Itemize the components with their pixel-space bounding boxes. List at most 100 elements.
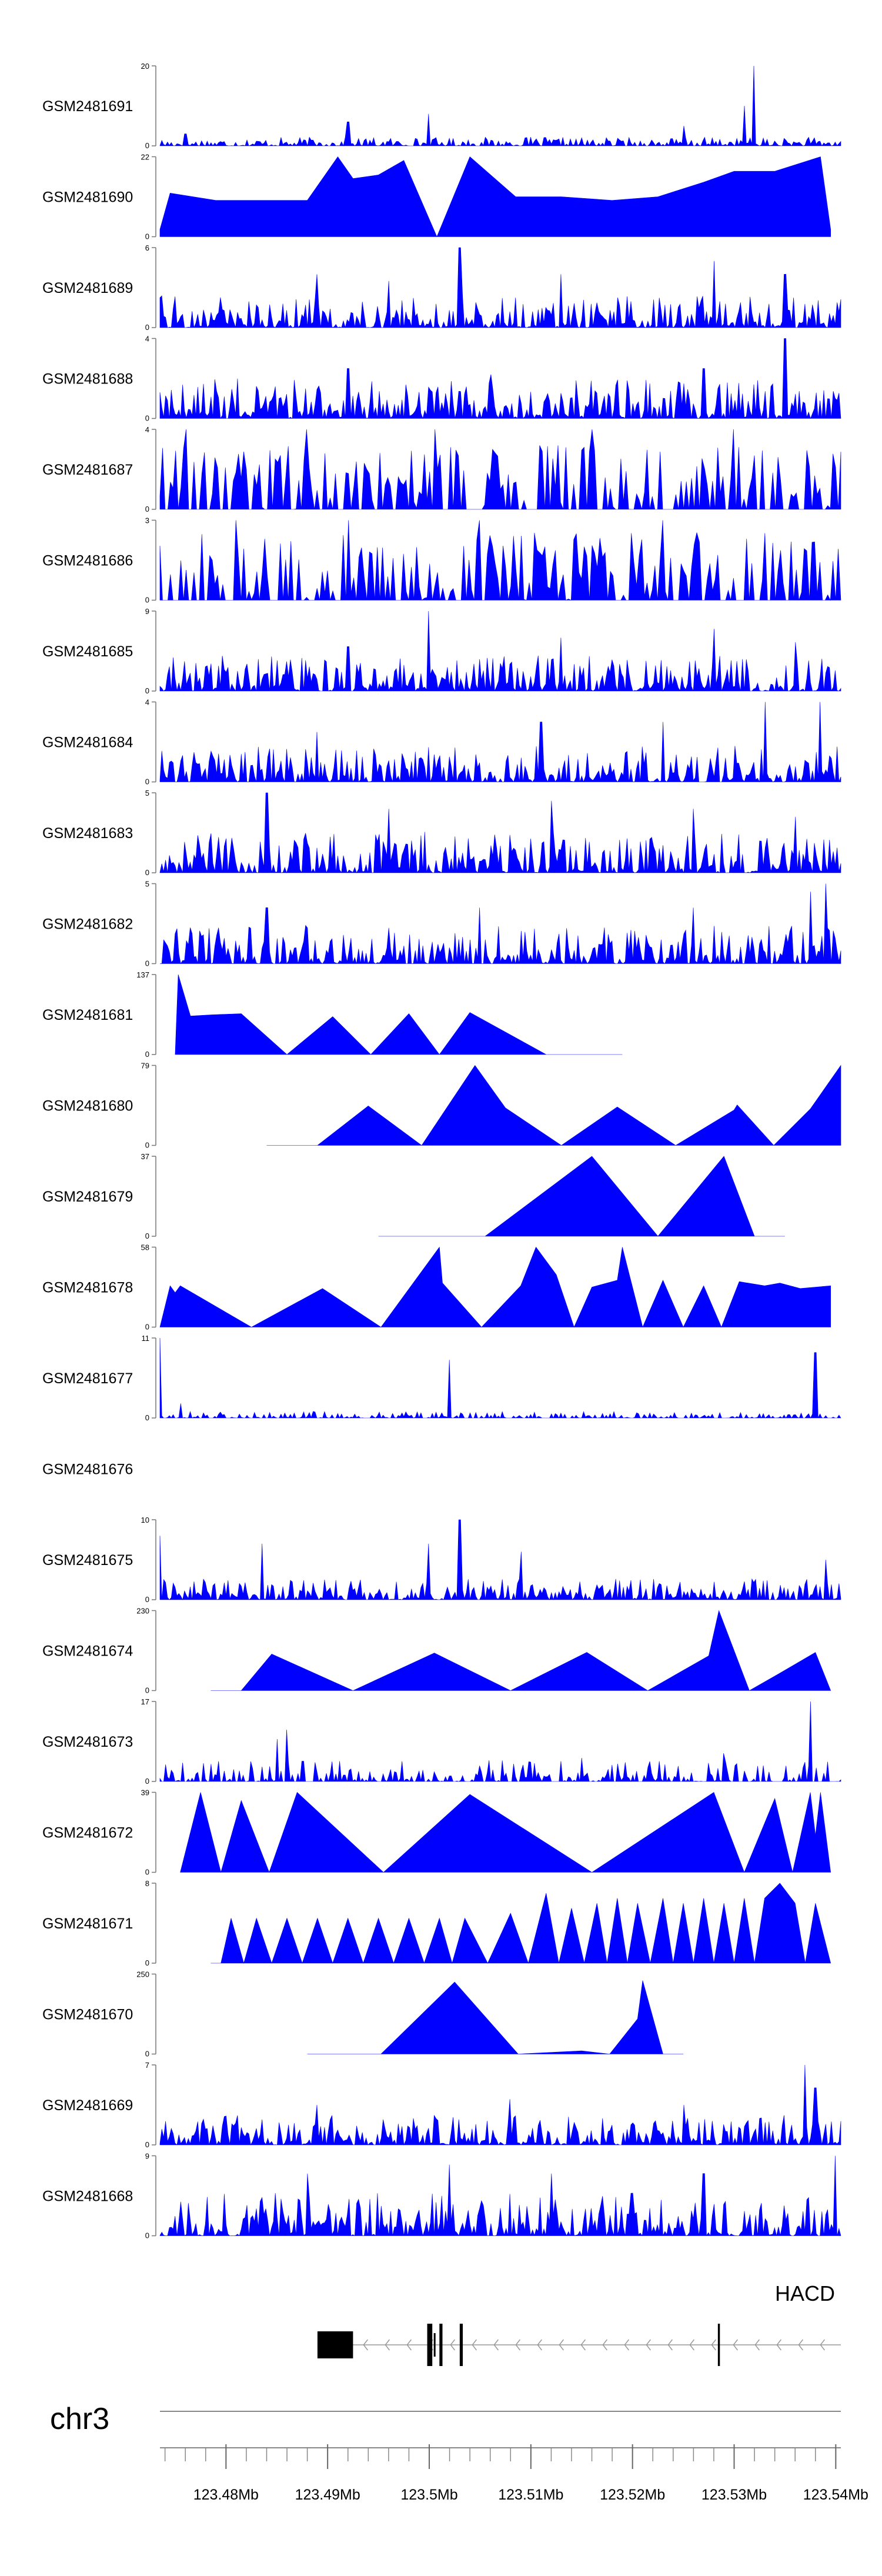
strand-arrow [406, 2339, 412, 2351]
track-GSM2481679: GSM2481679 0 37 [42, 1152, 785, 1240]
gene-name-label: HACD [775, 2281, 835, 2305]
exon [427, 2324, 433, 2366]
x-tick-label: 123.49Mb [295, 2487, 360, 2503]
track-label: GSM2481672 [42, 1825, 133, 1841]
y-tick-label-max: 58 [141, 1243, 149, 1252]
track-GSM2481668: GSM2481668 0 9 [42, 2152, 841, 2240]
track-label: GSM2481686 [42, 553, 133, 569]
coverage-area [211, 1610, 831, 1691]
x-tick-label: 123.48Mb [193, 2487, 259, 2503]
coverage-area [378, 1156, 785, 1237]
y-tick-label-min: 0 [145, 1958, 149, 1967]
track-label: GSM2481690 [42, 189, 133, 206]
y-tick-label-max: 4 [145, 698, 149, 707]
track-label: GSM2481679 [42, 1189, 133, 1205]
y-tick-label-min: 0 [145, 959, 149, 968]
y-tick-label-min: 0 [145, 1413, 149, 1422]
y-tick-label-min: 0 [145, 778, 149, 786]
y-tick-label-min: 0 [145, 1050, 149, 1059]
y-tick-label-min: 0 [145, 868, 149, 877]
y-tick-label-max: 79 [141, 1062, 149, 1070]
y-tick-label-max: 20 [141, 62, 149, 71]
track-label: GSM2481674 [42, 1643, 133, 1660]
coverage-area [307, 1980, 684, 2054]
track-GSM2481689: GSM2481689 0 6 [42, 243, 841, 332]
y-tick-label-min: 0 [145, 1595, 149, 1604]
y-tick-label-max: 39 [141, 1788, 149, 1797]
track-GSM2481671: GSM2481671 0 8 [42, 1879, 831, 1967]
coverage-area [159, 338, 841, 419]
track-label: GSM2481683 [42, 825, 133, 842]
x-tick-label: 123.52Mb [600, 2487, 665, 2503]
track-GSM2481670: GSM2481670 0 250 [42, 1970, 684, 2058]
y-tick-label-min: 0 [145, 1777, 149, 1786]
strand-arrow [537, 2339, 542, 2351]
y-tick-label-min: 0 [145, 414, 149, 423]
y-tick-label-max: 137 [136, 970, 149, 979]
strand-arrow [559, 2339, 564, 2351]
strand-arrow [472, 2339, 477, 2351]
y-tick-label-min: 0 [145, 1868, 149, 1877]
strand-arrow [602, 2339, 607, 2351]
y-tick-label-min: 0 [145, 141, 149, 150]
strand-arrow [711, 2339, 716, 2351]
y-tick-label-min: 0 [145, 505, 149, 513]
y-tick-label-max: 22 [141, 153, 149, 162]
coverage-area [175, 974, 623, 1055]
coverage-area [159, 1519, 841, 1600]
track-GSM2481686: GSM2481686 0 3 [42, 516, 841, 605]
track-label: GSM2481669 [42, 2097, 133, 2114]
y-tick-label-min: 0 [145, 1232, 149, 1240]
track-GSM2481685: GSM2481685 0 9 [42, 607, 841, 695]
track-GSM2481674: GSM2481674 0 230 [42, 1607, 831, 1695]
y-tick-label-max: 37 [141, 1152, 149, 1161]
track-label: GSM2481680 [42, 1098, 133, 1115]
coverage-area [159, 2155, 841, 2237]
strand-arrow [820, 2339, 825, 2351]
y-tick-label-min: 0 [145, 2231, 149, 2240]
track-GSM2481688: GSM2481688 0 4 [42, 335, 841, 423]
track-label: GSM2481668 [42, 2188, 133, 2205]
strand-arrow [385, 2339, 390, 2351]
y-tick-label-max: 5 [145, 880, 149, 889]
x-tick-label: 123.53Mb [701, 2487, 767, 2503]
exon [317, 2331, 353, 2358]
track-label: GSM2481673 [42, 1734, 133, 1750]
coverage-area [159, 520, 841, 601]
strand-arrow [493, 2339, 499, 2351]
exon [717, 2324, 720, 2366]
track-GSM2481672: GSM2481672 0 39 [42, 1788, 831, 1877]
track-label: GSM2481688 [42, 371, 133, 388]
coverage-area [159, 429, 841, 510]
strand-arrow [580, 2339, 586, 2351]
track-label: GSM2481675 [42, 1552, 133, 1569]
y-tick-label-max: 8 [145, 1879, 149, 1888]
genome-axis: chr3 123.48Mb 123.49Mb 123.5Mb 123.51Mb 123.… [50, 2402, 868, 2503]
track-GSM2481673: GSM2481673 0 17 [42, 1697, 841, 1786]
y-tick-label-max: 17 [141, 1697, 149, 1706]
y-tick-label-max: 11 [142, 1334, 150, 1343]
coverage-area [180, 1791, 831, 1873]
track-GSM2481687: GSM2481687 0 4 [42, 425, 841, 513]
strand-arrow [689, 2339, 694, 2351]
coverage-area [159, 1246, 831, 1328]
y-tick-label-max: 5 [145, 789, 149, 798]
x-tick-label: 123.54Mb [803, 2487, 868, 2503]
strand-arrow [515, 2339, 520, 2351]
y-tick-label-min: 0 [145, 596, 149, 605]
y-tick-label-max: 4 [145, 425, 149, 434]
y-tick-label-max: 9 [145, 2152, 149, 2161]
y-tick-label-min: 0 [145, 323, 149, 332]
coverage-area [159, 883, 841, 965]
strand-arrow [646, 2339, 651, 2351]
track-label: GSM2481685 [42, 643, 133, 660]
y-tick-label-max: 4 [145, 335, 149, 343]
x-tick-label: 123.51Mb [498, 2487, 563, 2503]
coverage-area [159, 792, 841, 874]
track-label: GSM2481684 [42, 735, 133, 751]
coverage-area [211, 1883, 831, 1964]
strand-arrow [363, 2339, 368, 2351]
exon [439, 2324, 443, 2366]
coverage-area [266, 1065, 841, 1146]
track-label: GSM2481691 [42, 98, 133, 115]
